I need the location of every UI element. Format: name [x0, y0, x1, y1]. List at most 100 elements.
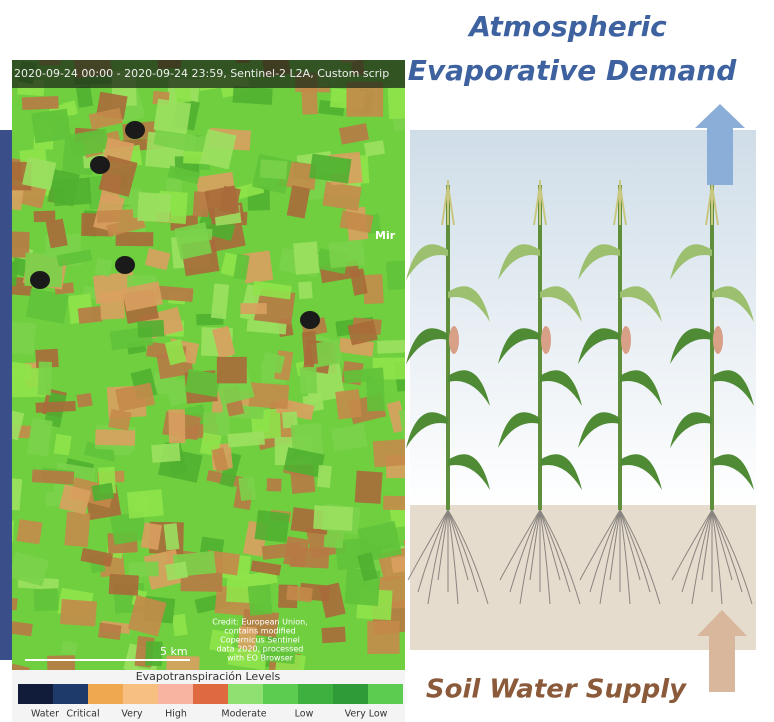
credit-line: with EO Browser [227, 654, 294, 663]
field [58, 484, 92, 515]
field [248, 382, 290, 410]
field [108, 573, 139, 596]
legend-swatch [193, 684, 228, 704]
field [346, 81, 384, 117]
leaf [406, 412, 448, 448]
tassel [613, 180, 627, 226]
field [316, 465, 332, 488]
root [579, 509, 621, 581]
field [365, 375, 385, 412]
field [252, 280, 292, 300]
legend-swatch [298, 684, 333, 704]
root [539, 509, 561, 581]
field [310, 339, 343, 368]
field [338, 123, 370, 145]
leaf [448, 454, 490, 490]
field [174, 222, 212, 260]
field [203, 412, 230, 436]
field [233, 253, 250, 281]
ear [541, 326, 551, 354]
leaf [670, 328, 712, 364]
field [385, 259, 405, 291]
arrow-up-supply [697, 610, 747, 692]
tassel [533, 180, 547, 226]
field [283, 447, 325, 478]
credit-line: contains modified [224, 627, 295, 636]
field [210, 283, 230, 320]
field [330, 423, 368, 452]
root [427, 509, 449, 605]
field [53, 433, 72, 456]
field [367, 620, 400, 654]
field [68, 128, 110, 158]
field [76, 392, 93, 408]
leaf [712, 454, 754, 490]
field [377, 339, 405, 354]
field [212, 325, 236, 359]
legend-label: Moderate [221, 709, 266, 720]
field [12, 358, 32, 380]
field [33, 588, 59, 612]
field [286, 185, 311, 219]
field [322, 181, 362, 211]
root [701, 509, 713, 581]
field [219, 185, 241, 214]
tassel [705, 180, 719, 226]
field [12, 86, 13, 114]
root [711, 509, 753, 605]
place-label: Mir [375, 229, 396, 242]
water-body [125, 121, 145, 139]
field [166, 178, 183, 195]
field [309, 153, 352, 184]
root [447, 509, 459, 605]
field [122, 281, 163, 312]
credit: Credit: European Union,contains modified… [212, 618, 308, 663]
field [338, 337, 375, 357]
field [357, 552, 378, 582]
field [328, 239, 366, 269]
field [95, 429, 136, 446]
field [354, 470, 383, 504]
field [64, 511, 91, 548]
leaf [620, 370, 662, 406]
legend-title: Evapotranspiración Levels [136, 670, 281, 683]
credit-line: Credit: European Union, [212, 618, 308, 627]
legend-label: High [165, 709, 187, 720]
field [97, 622, 122, 641]
field [33, 210, 56, 223]
root [437, 509, 449, 581]
field [211, 447, 229, 473]
legend-swatch [53, 684, 88, 704]
field [235, 60, 250, 64]
root [447, 509, 479, 593]
field [94, 257, 113, 277]
field [247, 584, 273, 616]
root [619, 509, 651, 593]
field [166, 655, 200, 670]
soil [410, 505, 756, 650]
field [140, 522, 163, 550]
field [12, 405, 25, 441]
root [671, 509, 713, 581]
field [254, 509, 290, 543]
field [293, 241, 320, 275]
leaf [540, 454, 582, 490]
root [599, 509, 621, 605]
field [383, 495, 405, 511]
field [261, 541, 302, 560]
credit-line: data 2020, processed [217, 645, 304, 654]
field [240, 303, 267, 315]
legend-label: Water [31, 709, 59, 720]
leaf [498, 244, 540, 280]
root [619, 509, 641, 581]
legend-swatch [333, 684, 368, 704]
map-header-bar [12, 60, 405, 88]
legend-label: Critical [66, 709, 99, 720]
field [31, 108, 72, 144]
root [711, 509, 733, 581]
ear [449, 326, 459, 354]
legend: Water Critical Very High Moderate Low Very Low [18, 684, 403, 720]
field [38, 60, 54, 63]
field [318, 582, 346, 619]
